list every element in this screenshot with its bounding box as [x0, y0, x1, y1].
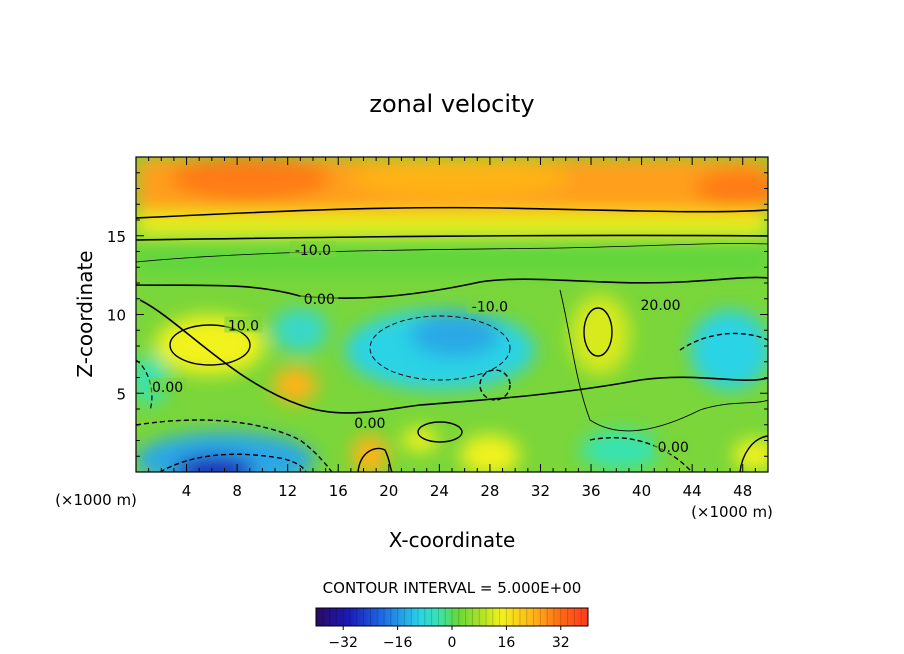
- x-tick-label: 28: [480, 482, 499, 500]
- x-tick-label: 40: [632, 482, 651, 500]
- colorbar-ticks: −32 −16 0 16 32: [328, 626, 570, 651]
- x-tick-label: 36: [581, 482, 600, 500]
- contour-label-bg: [654, 437, 693, 454]
- colorbar-tick-label: −16: [383, 635, 413, 651]
- x-axis-label: X-coordinate: [389, 528, 516, 552]
- y-tick-label: 15: [107, 228, 126, 246]
- contour-label: 0.00: [658, 440, 689, 456]
- x-tick-label: 48: [733, 482, 752, 500]
- y-axis: 5 10 15: [107, 172, 768, 457]
- x-tick-label: 44: [683, 482, 702, 500]
- contour-labels: -10.0 0.00 -10.0 20.00 10.0 0.00 0.00 0.00: [148, 240, 693, 456]
- colorbar-stripes: [322, 608, 582, 626]
- x-tick-label: 8: [232, 482, 242, 500]
- heatmap-field: [136, 157, 768, 472]
- contour-label-bg: [289, 240, 337, 257]
- x-axis: 4 8 12 16 20 24 28 32 36 40 44 48: [148, 157, 756, 500]
- contour-label: -10.0: [472, 300, 508, 316]
- colorbar-tick-label: 16: [497, 635, 515, 651]
- contour-label: 0.00: [354, 416, 385, 432]
- colorbar: −32 −16 0 16 32: [315, 607, 589, 651]
- x-tick-label: 16: [329, 482, 348, 500]
- y-tick-label: 10: [107, 307, 126, 325]
- x-tick-label: 12: [278, 482, 297, 500]
- contour-label-bg: [350, 414, 389, 431]
- x-tick-label: 20: [379, 482, 398, 500]
- x-unit-label-left: (×1000 m): [55, 491, 137, 509]
- colorbar-tick-label: −32: [328, 635, 358, 651]
- contour-label: -10.0: [295, 243, 331, 259]
- contour-label: 20.00: [641, 298, 681, 314]
- contour-label-bg: [148, 377, 187, 394]
- contour-label-bg: [637, 296, 684, 313]
- x-tick-label: 4: [182, 482, 192, 500]
- contour-label: 0.00: [304, 292, 335, 308]
- contour-label: 10.0: [228, 319, 259, 335]
- contour-interval-label: CONTOUR INTERVAL = 5.000E+00: [323, 579, 582, 597]
- colorbar-tick-label: 32: [552, 635, 570, 651]
- contour-label-bg: [224, 316, 263, 333]
- y-tick-label: 5: [116, 385, 126, 403]
- chart-title: zonal velocity: [369, 90, 534, 118]
- x-tick-label: 32: [531, 482, 550, 500]
- x-tick-label: 24: [430, 482, 449, 500]
- contour-label-bg: [300, 289, 339, 306]
- colorbar-tick-label: 0: [448, 635, 457, 651]
- y-axis-label: Z-coordinate: [73, 250, 97, 377]
- contour-label-bg: [466, 297, 514, 314]
- x-unit-label-right: (×1000 m): [691, 503, 773, 521]
- contour-label: 0.00: [152, 380, 183, 396]
